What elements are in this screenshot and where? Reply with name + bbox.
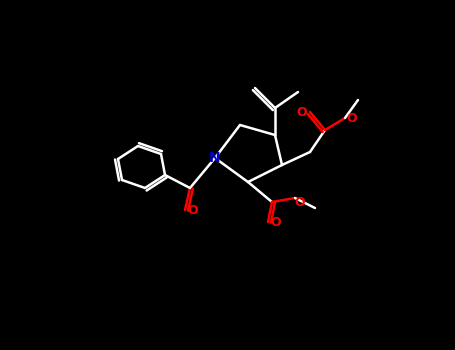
Text: O: O bbox=[271, 216, 281, 229]
Text: O: O bbox=[297, 105, 307, 119]
Text: O: O bbox=[295, 196, 305, 210]
Text: N: N bbox=[209, 151, 221, 165]
Text: O: O bbox=[187, 203, 198, 217]
Text: O: O bbox=[347, 112, 357, 125]
